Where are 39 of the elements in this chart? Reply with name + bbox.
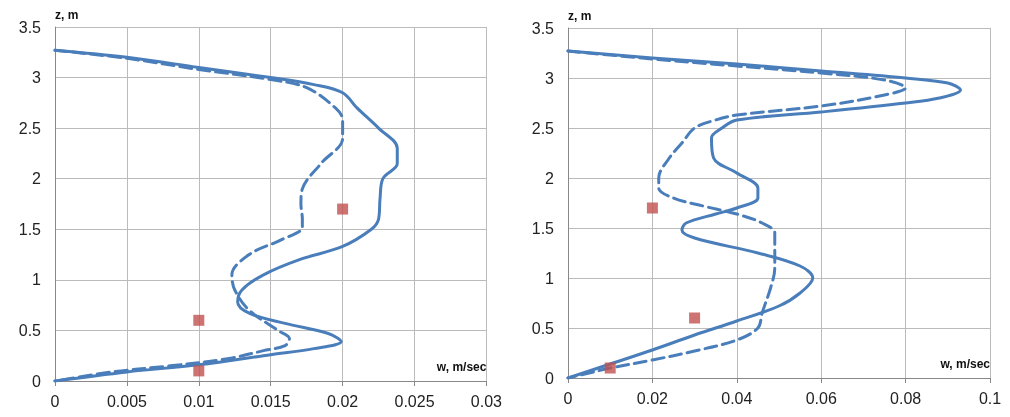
point [689, 312, 701, 324]
y-tick-label: 1.5 [531, 219, 555, 237]
x-tick-label: 0.06 [805, 389, 837, 407]
y-tick-label: 0.5 [18, 321, 42, 339]
y-tick-label: 3 [32, 69, 42, 87]
y-tick-label: 0 [545, 369, 555, 387]
x-tick-label: 0.025 [394, 392, 435, 410]
x-tick-label: 0.01 [183, 392, 215, 410]
x-tick-label: 0.02 [327, 392, 359, 410]
y-axis-title: z, m [568, 9, 592, 23]
y-tick-label: 3 [545, 69, 555, 87]
x-tick-label: 0.08 [890, 389, 922, 407]
x-tick-label: 0.005 [106, 392, 148, 410]
x-tick-label: 0.02 [636, 389, 669, 407]
point [193, 314, 205, 326]
point [646, 202, 658, 214]
point [604, 362, 616, 374]
y-tick-label: 3.5 [18, 18, 42, 36]
y-tick-label: 2 [545, 169, 555, 187]
y-tick-label: 0 [32, 372, 42, 390]
point [193, 365, 205, 377]
y-tick-label: 0.5 [531, 319, 555, 337]
y-tick-label: 3.5 [531, 19, 555, 37]
x-tick-label: 0 [563, 389, 573, 407]
y-tick-label: 1 [545, 269, 555, 287]
y-tick-label: 2.5 [531, 119, 555, 137]
point [337, 203, 349, 215]
y-tick-label: 2 [32, 170, 42, 188]
x-axis-title: w, m/sec [939, 357, 991, 371]
x-tick-label: 0.03 [470, 392, 503, 410]
x-axis-title: w, m/sec [435, 360, 487, 374]
y-tick-label: 1 [32, 271, 42, 289]
y-tick-label: 2.5 [18, 119, 42, 137]
x-tick-label: 0 [50, 392, 60, 410]
x-tick-label: 0.1 [978, 389, 1002, 407]
y-tick-label: 1.5 [18, 220, 42, 238]
x-tick-label: 0.04 [721, 389, 753, 407]
y-axis-title: z, m [55, 8, 79, 22]
x-tick-label: 0.015 [250, 392, 291, 410]
